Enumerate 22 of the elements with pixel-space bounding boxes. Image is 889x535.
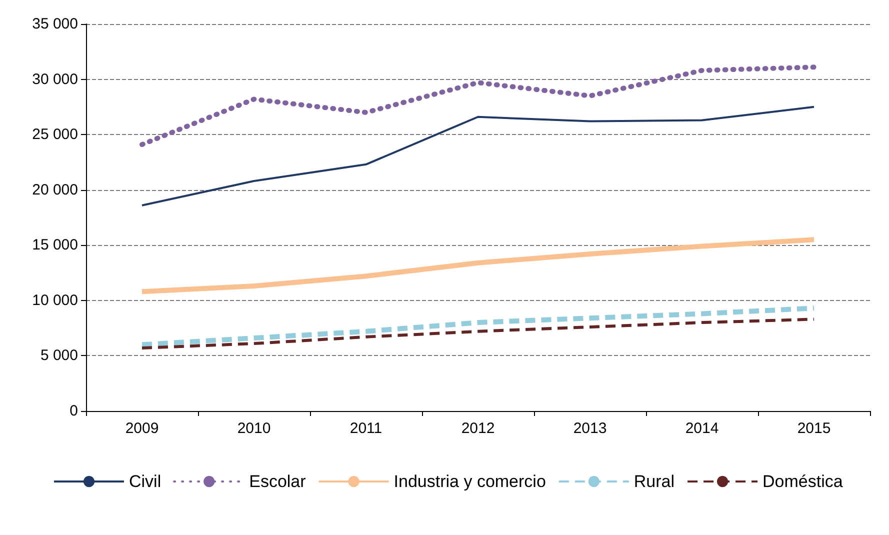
x-tick-label: 2010 bbox=[237, 420, 271, 437]
y-tick-label: 15 000 bbox=[32, 236, 78, 254]
y-tick-label: 20 000 bbox=[32, 181, 78, 198]
x-tick-label: 2011 bbox=[350, 420, 382, 437]
y-tick-label: 25 000 bbox=[32, 126, 78, 144]
y-tick-label: 35 000 bbox=[32, 16, 78, 32]
legend-label: Escolar bbox=[249, 472, 306, 491]
legend-label: Civil bbox=[129, 472, 162, 491]
legend-label: Industria y comercio bbox=[394, 472, 546, 491]
legend-label: Doméstica bbox=[762, 472, 844, 491]
line-series bbox=[141, 106, 815, 206]
y-tick-label: 5 000 bbox=[40, 347, 78, 364]
y-tick-label: 10 000 bbox=[32, 292, 78, 309]
x-tick-label: 2014 bbox=[685, 420, 719, 437]
y-tick-label: 0 bbox=[70, 402, 78, 420]
x-tick-label: 2012 bbox=[461, 420, 495, 437]
x-tick-label: 2009 bbox=[125, 420, 159, 437]
x-tick-label: 2013 bbox=[573, 420, 607, 437]
line-series bbox=[140, 318, 816, 350]
legend-label: Rural bbox=[634, 472, 675, 491]
y-tick-label: 30 000 bbox=[32, 70, 78, 88]
x-tick-label: 2015 bbox=[797, 420, 831, 437]
